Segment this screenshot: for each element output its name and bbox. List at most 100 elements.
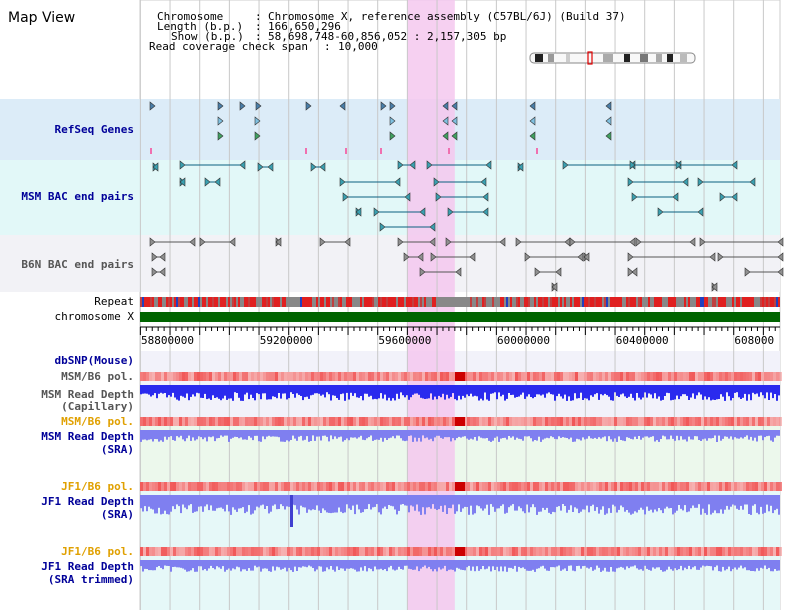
- pol-cell: [482, 547, 485, 556]
- bac-end-glyph: [682, 177, 689, 187]
- depth-bar-msm-sra: [508, 430, 510, 436]
- depth-bar-jf1-sra: [394, 495, 396, 510]
- repeat-segment: [232, 297, 234, 307]
- depth-bar-msm-sra: [144, 430, 146, 440]
- track-label-msm-depth-sra-1[interactable]: MSM Read Depth: [41, 430, 134, 443]
- depth-bar-msm-sra: [238, 430, 240, 439]
- pol-cell: [506, 372, 509, 381]
- track-label-jf1-depth-trim-1[interactable]: JF1 Read Depth: [41, 560, 134, 573]
- depth-bar-msm-sra: [732, 430, 734, 440]
- pol-cell: [422, 417, 425, 426]
- depth-bar-jf1-trim: [712, 560, 714, 571]
- pol-cell: [521, 372, 524, 381]
- track-label-b6n-bac[interactable]: B6N BAC end pairs: [21, 258, 134, 271]
- track-label-dbsnp[interactable]: dbSNP(Mouse): [54, 354, 134, 367]
- bac-end-pair-glyphs[interactable]: [149, 160, 784, 292]
- pol-cell: [572, 372, 575, 381]
- pol-cell: [215, 547, 218, 556]
- pol-cell: [749, 482, 752, 491]
- depth-bar-msm-sra: [422, 430, 424, 436]
- depth-bar-jf1-trim: [444, 560, 446, 566]
- pol-cell: [626, 547, 629, 556]
- depth-bar-msm-sra: [724, 430, 726, 437]
- depth-bar-jf1-trim: [368, 560, 370, 569]
- track-label-refseq[interactable]: RefSeq Genes: [54, 123, 134, 136]
- pol-cell: [485, 372, 488, 381]
- depth-bar-msm-sra: [338, 430, 340, 438]
- pol-cell: [278, 372, 281, 381]
- pol-cell: [431, 372, 434, 381]
- pol-cell: [617, 372, 620, 381]
- depth-bar-jf1-sra: [188, 495, 190, 506]
- pol-cell: [668, 547, 671, 556]
- pol-cell: [764, 372, 767, 381]
- depth-bar-jf1-sra: [570, 495, 572, 506]
- pol-cell: [479, 417, 482, 426]
- track-label-chromosome[interactable]: chromosome X: [54, 310, 134, 323]
- refseq-gene-glyphs[interactable]: [149, 101, 612, 154]
- pol-cell: [191, 482, 194, 491]
- depth-bar-jf1-trim: [730, 560, 732, 572]
- depth-bar-msm-sra: [216, 430, 218, 439]
- track-label-jf1-pol-2[interactable]: JF1/B6 pol.: [61, 545, 134, 558]
- depth-bar-msm-capillary: [348, 385, 350, 400]
- pol-cell: [683, 372, 686, 381]
- depth-bar-msm-capillary: [644, 385, 646, 393]
- track-label-repeat[interactable]: Repeat: [94, 295, 134, 308]
- pol-cell: [152, 372, 155, 381]
- depth-bar-jf1-sra: [706, 495, 708, 515]
- depth-bar-jf1-sra: [362, 495, 364, 513]
- repeat-segment: [412, 297, 414, 307]
- pol-cell: [392, 417, 395, 426]
- repeat-segment: [360, 297, 362, 307]
- track-label-jf1-depth-trim-2[interactable]: (SRA trimmed): [47, 573, 134, 586]
- pol-cell: [701, 547, 704, 556]
- track-label-msm-bac[interactable]: MSM BAC end pairs: [21, 190, 134, 203]
- pol-cell: [359, 372, 362, 381]
- depth-bar-jf1-sra: [704, 495, 706, 514]
- pol-cell: [332, 547, 335, 556]
- pol-cell: [554, 417, 557, 426]
- depth-bar-msm-capillary: [500, 385, 502, 397]
- depth-bar-jf1-sra: [682, 495, 684, 511]
- track-label-jf1-depth-sra-2[interactable]: (SRA): [100, 508, 134, 521]
- track-label-msm-depth-sra-2[interactable]: (SRA): [100, 443, 134, 456]
- repeat-segment: [482, 297, 484, 307]
- track-label-msm-pol-2[interactable]: MSM/B6 pol.: [61, 415, 134, 428]
- repeat-segment: [144, 297, 146, 307]
- depth-bar-jf1-trim: [302, 560, 304, 567]
- depth-bar-msm-capillary: [774, 385, 776, 394]
- depth-bar-jf1-trim: [224, 560, 226, 572]
- chromosome-ideogram[interactable]: [529, 51, 696, 65]
- pol-cell: [509, 547, 512, 556]
- track-label-jf1-depth-sra-1[interactable]: JF1 Read Depth: [41, 495, 134, 508]
- depth-bar-msm-sra: [554, 430, 556, 439]
- track-label-jf1-pol-1[interactable]: JF1/B6 pol.: [61, 480, 134, 493]
- pol-cell: [755, 372, 758, 381]
- depth-bar-msm-capillary: [554, 385, 556, 401]
- bac-end-glyph: [149, 237, 156, 247]
- pol-cell: [155, 372, 158, 381]
- depth-bar-jf1-trim: [562, 560, 564, 570]
- pol-cell: [542, 482, 545, 491]
- pol-cell: [599, 547, 602, 556]
- depth-bar-jf1-trim: [582, 560, 584, 567]
- depth-bar-jf1-trim: [586, 560, 588, 568]
- bac-end-glyph: [433, 177, 440, 187]
- pol-cell: [575, 482, 578, 491]
- depth-bar-msm-sra: [480, 430, 482, 438]
- depth-bar-jf1-sra: [614, 495, 616, 507]
- pol-cell: [449, 482, 452, 491]
- pol-cell: [209, 482, 212, 491]
- depth-bar-msm-capillary: [214, 385, 216, 398]
- pol-cell: [146, 417, 149, 426]
- track-label-msm-depth-cap-1[interactable]: MSM Read Depth: [41, 388, 134, 401]
- depth-bar-jf1-trim: [396, 560, 398, 570]
- depth-bar-msm-capillary: [140, 385, 142, 395]
- depth-bar-jf1-trim: [406, 560, 408, 566]
- depth-bar-msm-capillary: [284, 385, 286, 394]
- track-label-msm-pol-1[interactable]: MSM/B6 pol.: [61, 370, 134, 383]
- track-label-msm-depth-cap-2[interactable]: (Capillary): [61, 400, 134, 413]
- bac-end-glyph: [699, 237, 706, 247]
